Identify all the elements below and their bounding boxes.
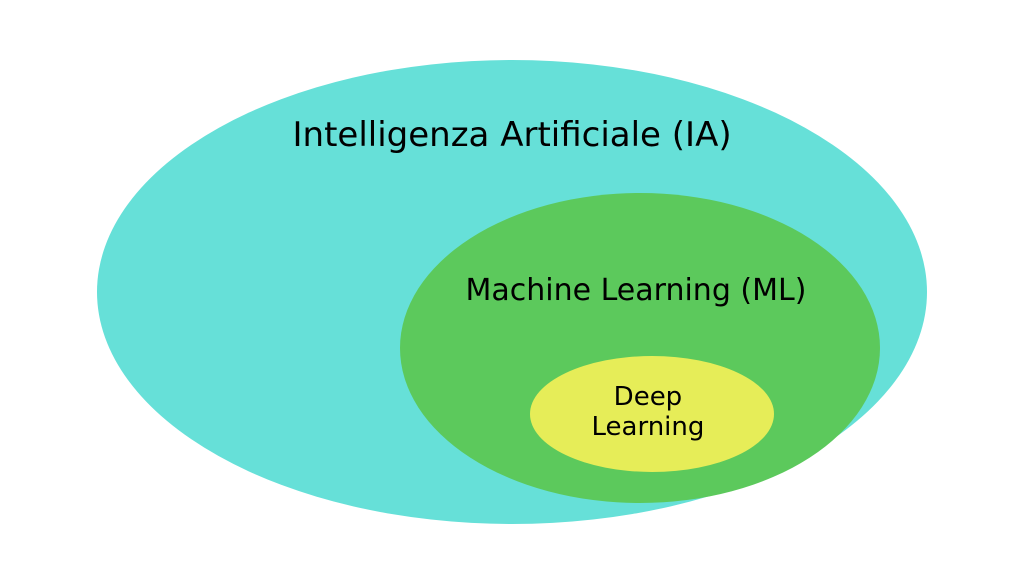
- inner-label-dl: DeepLearning: [592, 383, 705, 443]
- outer-label-ia: Intelligenza Artificiale (IA): [293, 115, 732, 155]
- middle-label-ml: Machine Learning (ML): [466, 273, 807, 308]
